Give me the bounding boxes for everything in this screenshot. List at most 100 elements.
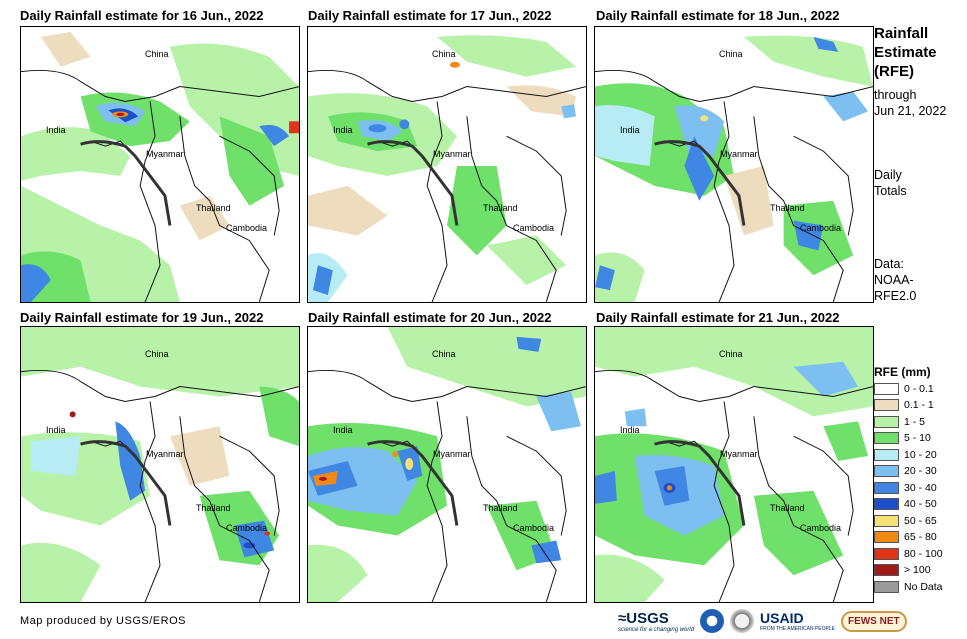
label-cambodia: Cambodia <box>226 223 268 233</box>
rain-layer <box>308 27 586 302</box>
noaa-logo-icon <box>700 609 725 633</box>
legend-swatch <box>874 531 899 543</box>
sidebar-through: through Jun 21, 2022 <box>874 87 946 119</box>
label-china: China <box>719 349 743 359</box>
legend-label: 80 - 100 <box>904 547 943 560</box>
country-borders <box>595 369 873 602</box>
sidebar-title-line1: Rainfall <box>874 25 929 42</box>
legend-label: 30 - 40 <box>904 481 937 494</box>
rainfall-map-18-jun: China India Myanmar Thailand Cambodia <box>594 26 874 303</box>
sidebar-totals: Daily Totals <box>874 167 907 199</box>
rainfall-map-16-jun: China India Myanmar Thailand Cambodia <box>20 26 300 303</box>
legend-item: 1 - 5 <box>874 415 925 428</box>
legend-swatch <box>874 580 899 593</box>
label-china: China <box>145 349 169 359</box>
legend-title: RFE (mm) <box>874 365 931 379</box>
rain-layer <box>308 327 586 602</box>
legend-label: 0.1 - 1 <box>904 399 934 411</box>
label-thailand: Thailand <box>770 503 805 513</box>
sidebar-data-line2: NOAA- <box>874 273 914 287</box>
legend-item: 65 - 80 <box>874 531 937 544</box>
legend-item: 40 - 50 <box>874 498 937 511</box>
label-cambodia: Cambodia <box>226 523 268 533</box>
panel-title-1: Daily Rainfall estimate for 16 Jun., 202… <box>20 8 264 23</box>
label-china: China <box>432 49 456 59</box>
legend-label: 10 - 20 <box>904 448 937 461</box>
rainfall-map-17-jun: China India Myanmar Thailand Cambodia <box>307 26 587 303</box>
legend-swatch <box>874 514 899 527</box>
rain-layer <box>595 27 873 302</box>
legend-item: 30 - 40 <box>874 481 937 494</box>
legend-label: 50 - 65 <box>904 514 937 527</box>
legend-swatch <box>874 564 899 576</box>
legend-item: 50 - 65 <box>874 514 937 527</box>
legend-item: No Data <box>874 580 943 593</box>
legend-label: 65 - 80 <box>904 531 937 543</box>
usaid-logo-text: USAID <box>760 610 804 626</box>
label-india: India <box>46 425 66 435</box>
legend-label: 20 - 30 <box>904 465 937 477</box>
label-cambodia: Cambodia <box>513 523 555 533</box>
legend-item: 80 - 100 <box>874 547 943 560</box>
usaid-seal-icon <box>730 609 755 633</box>
label-china: China <box>719 49 743 59</box>
sidebar-title-line2: Estimate <box>874 44 937 61</box>
sidebar-totals-line2: Totals <box>874 184 907 198</box>
logo-bar: ≈USGS science for a changing world USAID… <box>618 607 907 635</box>
label-myanmar: Myanmar <box>720 449 758 459</box>
legend-item: 5 - 10 <box>874 432 931 445</box>
map-canvas-20-jun <box>308 327 586 602</box>
label-thailand: Thailand <box>483 503 518 513</box>
label-india: India <box>46 125 66 135</box>
label-myanmar: Myanmar <box>720 149 758 159</box>
sidebar-data-source: Data: NOAA- RFE2.0 <box>874 256 916 304</box>
label-india: India <box>333 425 353 435</box>
label-thailand: Thailand <box>196 203 231 213</box>
map-canvas-18-jun <box>595 27 873 302</box>
legend-swatch <box>874 432 899 444</box>
label-myanmar: Myanmar <box>433 149 471 159</box>
map-canvas-21-jun <box>595 327 873 602</box>
country-borders <box>595 69 873 302</box>
sidebar-totals-line1: Daily <box>874 168 902 182</box>
legend-swatch <box>874 547 899 560</box>
legend-item: 10 - 20 <box>874 448 937 461</box>
rain-layer <box>21 27 299 302</box>
map-canvas-17-jun <box>308 27 586 302</box>
map-canvas-16-jun <box>21 27 299 302</box>
usaid-logo: USAID FROM THE AMERICAN PEOPLE <box>760 610 835 632</box>
rainfall-map-21-jun: China India Myanmar Thailand Cambodia <box>594 326 874 603</box>
label-china: China <box>432 349 456 359</box>
usgs-logo-tagline: science for a changing world <box>618 626 695 633</box>
usgs-logo-text: ≈USGS <box>618 609 669 627</box>
legend-swatch <box>874 399 899 411</box>
sidebar-through-line1: through <box>874 88 917 102</box>
label-india: India <box>620 125 640 135</box>
label-india: India <box>333 125 353 135</box>
sidebar-data-line1: Data: <box>874 257 904 271</box>
sidebar-title-line3: (RFE) <box>874 63 914 80</box>
map-canvas-19-jun <box>21 327 299 602</box>
legend-label: 1 - 5 <box>904 415 926 428</box>
country-borders <box>21 69 299 302</box>
label-india: India <box>620 425 640 435</box>
panel-title-5: Daily Rainfall estimate for 20 Jun., 202… <box>308 310 552 325</box>
legend-label: No Data <box>904 580 943 593</box>
legend-swatch <box>874 448 899 461</box>
label-myanmar: Myanmar <box>146 449 184 459</box>
label-cambodia: Cambodia <box>800 223 842 233</box>
label-china: China <box>145 49 169 59</box>
label-thailand: Thailand <box>196 503 231 513</box>
sidebar-data-line3: RFE2.0 <box>874 289 917 303</box>
legend-swatch <box>874 382 899 395</box>
usgs-logo: ≈USGS science for a changing world <box>618 610 694 633</box>
rain-layer <box>595 327 873 602</box>
credit-text: Map produced by USGS/EROS <box>20 615 186 627</box>
fewsnet-logo: FEWS NET <box>840 610 907 632</box>
rainfall-map-19-jun: China India Myanmar Thailand Cambodia <box>20 326 300 603</box>
panel-title-6: Daily Rainfall estimate for 21 Jun., 202… <box>596 310 840 325</box>
legend-swatch <box>874 498 899 510</box>
label-myanmar: Myanmar <box>433 449 471 459</box>
legend-label: 40 - 50 <box>904 498 937 510</box>
rain-layer <box>21 327 299 602</box>
